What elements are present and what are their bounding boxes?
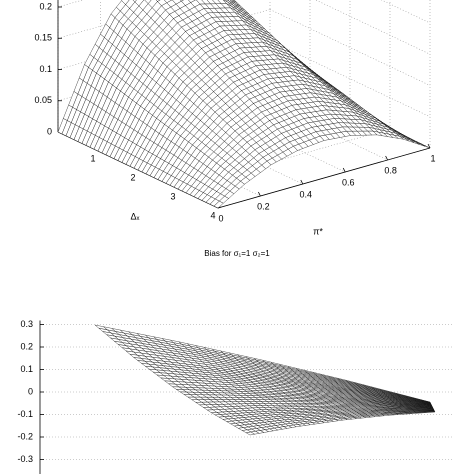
tick-mark: [385, 155, 388, 161]
tick-mark: [342, 167, 346, 173]
z-tick-label: 0: [47, 126, 52, 136]
grid-line: [269, 9, 431, 86]
surface-cell: [213, 200, 224, 209]
x-axis-label: Δₓ: [131, 211, 140, 221]
z-tick-label: 0: [28, 386, 33, 396]
surface-cell: [245, 431, 256, 436]
x-tick-label: 2: [130, 172, 135, 182]
surface-cell: [429, 411, 436, 413]
z-tick-label: 0.2: [39, 1, 52, 11]
axis-line: [217, 147, 431, 209]
y-tick-label: 0: [218, 213, 223, 223]
tick-mark: [427, 143, 431, 149]
z-tick-label: 0.3: [20, 319, 33, 329]
grid-line: [269, 40, 431, 118]
surface-cell: [410, 412, 417, 414]
y-tick-label: 0.6: [342, 177, 355, 187]
grid-line: [227, 83, 388, 161]
z-tick-label: 0.2: [20, 341, 33, 351]
x-tick-label: 1: [90, 153, 95, 163]
grid-line: [142, 107, 303, 185]
grid-line: [185, 95, 346, 173]
z-tick-label: 0.05: [34, 95, 52, 105]
y-axis-label: π*: [313, 226, 323, 236]
tick-mark: [258, 191, 261, 197]
grid-line: [315, 0, 431, 55]
y-tick-label: 0.8: [384, 165, 397, 175]
grid-line: [57, 0, 195, 39]
surface-cell: [415, 141, 425, 147]
tick-mark: [300, 179, 304, 185]
y-tick-label: 0.4: [300, 189, 313, 199]
z-tick-label: 0.1: [39, 64, 52, 74]
x-tick-label: 3: [170, 191, 175, 201]
y-tick-label: 1: [430, 153, 435, 163]
surface-cell: [415, 412, 422, 414]
tick-mark: [217, 206, 222, 209]
z-tick-label: 0.15: [34, 33, 52, 43]
x-tick-label: 4: [210, 210, 215, 220]
surface-cell: [420, 412, 427, 414]
z-tick-label: -0.3: [17, 454, 33, 464]
y-tick-label: 0.2: [257, 201, 270, 211]
z-tick-label: 0.1: [20, 364, 33, 374]
grid-line: [380, 0, 431, 24]
z-tick-label: -0.2: [17, 431, 33, 441]
z-tick-label: -0.1: [17, 409, 33, 419]
surface-cell: [425, 411, 431, 413]
chart-title: Bias for σ₁=1 σ₂=1: [204, 249, 270, 258]
